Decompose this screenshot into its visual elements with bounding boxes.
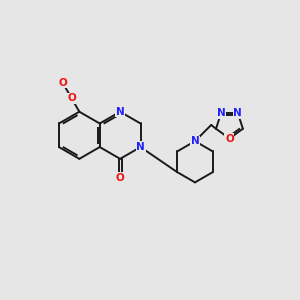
Text: N: N — [190, 136, 200, 146]
Text: O: O — [225, 134, 234, 143]
Text: N: N — [233, 108, 242, 118]
Text: N: N — [116, 107, 124, 117]
Text: N: N — [217, 108, 226, 118]
Text: O: O — [58, 78, 67, 88]
Text: O: O — [67, 93, 76, 103]
Text: O: O — [116, 173, 124, 183]
Text: N: N — [136, 142, 145, 152]
